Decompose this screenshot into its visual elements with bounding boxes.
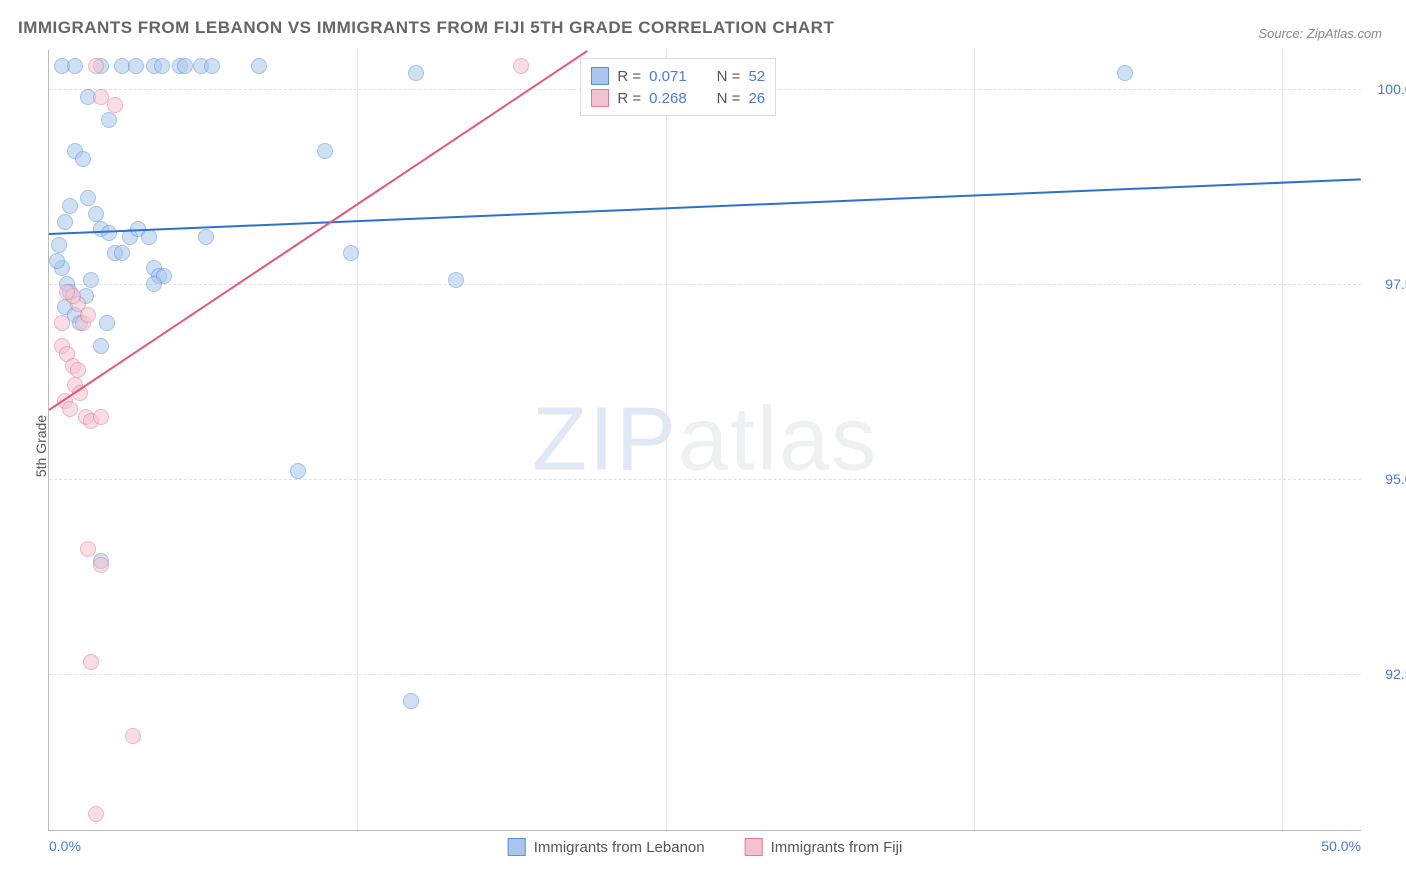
y-axis-label: 5th Grade [33, 415, 49, 477]
x-tick-label: 50.0% [1321, 838, 1361, 854]
data-point [343, 245, 359, 261]
legend-n-value: 26 [748, 90, 765, 107]
legend-swatch [745, 838, 763, 856]
source-label: Source: ZipAtlas.com [1258, 26, 1382, 41]
legend-n-label: N = [717, 68, 741, 85]
data-point [67, 58, 83, 74]
data-point [62, 198, 78, 214]
data-point [80, 190, 96, 206]
data-point [93, 409, 109, 425]
grid-line-h [49, 674, 1361, 675]
grid-line-v [974, 50, 975, 830]
data-point [88, 206, 104, 222]
data-point [57, 214, 73, 230]
y-tick-label: 97.5% [1365, 276, 1406, 292]
data-point [70, 362, 86, 378]
data-point [80, 541, 96, 557]
legend-row: R = 0.268 N = 26 [591, 87, 765, 109]
grid-line-h [49, 284, 1361, 285]
data-point [93, 338, 109, 354]
data-point [141, 229, 157, 245]
data-point [1117, 65, 1133, 81]
data-point [448, 272, 464, 288]
legend-row: R = 0.071 N = 52 [591, 65, 765, 87]
legend-r-value: 0.071 [649, 68, 687, 85]
grid-line-v [357, 50, 358, 830]
data-point [54, 315, 70, 331]
legend-swatch [591, 89, 609, 107]
data-point [83, 654, 99, 670]
data-point [114, 245, 130, 261]
data-point [408, 65, 424, 81]
chart-title: IMMIGRANTS FROM LEBANON VS IMMIGRANTS FR… [18, 18, 834, 38]
grid-line-h [49, 479, 1361, 480]
data-point [99, 315, 115, 331]
legend-r-label: R = [617, 90, 641, 107]
data-point [154, 58, 170, 74]
series-legend-label: Immigrants from Lebanon [534, 839, 705, 856]
series-legend-item: Immigrants from Lebanon [508, 838, 705, 856]
data-point [403, 693, 419, 709]
data-point [62, 401, 78, 417]
data-point [204, 58, 220, 74]
data-point [101, 112, 117, 128]
data-point [83, 272, 99, 288]
data-point [107, 97, 123, 113]
watermark-atlas: atlas [678, 390, 878, 490]
correlation-legend: R = 0.071 N = 52 R = 0.268 N = 26 [580, 58, 776, 116]
y-tick-label: 100.0% [1365, 81, 1406, 97]
data-point [51, 237, 67, 253]
data-point [513, 58, 529, 74]
data-point [93, 557, 109, 573]
data-point [128, 58, 144, 74]
data-point [251, 58, 267, 74]
legend-r-value: 0.268 [649, 90, 687, 107]
legend-n-value: 52 [748, 68, 765, 85]
watermark: ZIPatlas [532, 389, 878, 492]
data-point [49, 253, 65, 269]
watermark-zip: ZIP [532, 390, 678, 490]
y-tick-label: 92.5% [1365, 666, 1406, 682]
grid-line-v [1282, 50, 1283, 830]
data-point [146, 276, 162, 292]
data-point [88, 58, 104, 74]
legend-swatch [591, 67, 609, 85]
data-point [75, 151, 91, 167]
data-point [88, 806, 104, 822]
data-point [101, 225, 117, 241]
grid-line-v [666, 50, 667, 830]
legend-r-label: R = [617, 68, 641, 85]
series-legend-item: Immigrants from Fiji [745, 838, 903, 856]
legend-n-label: N = [717, 90, 741, 107]
data-point [177, 58, 193, 74]
series-legend-label: Immigrants from Fiji [771, 839, 903, 856]
data-point [59, 284, 75, 300]
trend-line [49, 179, 1361, 236]
series-legend: Immigrants from Lebanon Immigrants from F… [508, 838, 903, 856]
plot-area: ZIPatlas 92.5%95.0%97.5%100.0%0.0%50.0%R… [48, 50, 1361, 831]
data-point [290, 463, 306, 479]
y-tick-label: 95.0% [1365, 471, 1406, 487]
legend-swatch [508, 838, 526, 856]
x-tick-label: 0.0% [49, 838, 81, 854]
data-point [125, 728, 141, 744]
data-point [317, 143, 333, 159]
data-point [198, 229, 214, 245]
